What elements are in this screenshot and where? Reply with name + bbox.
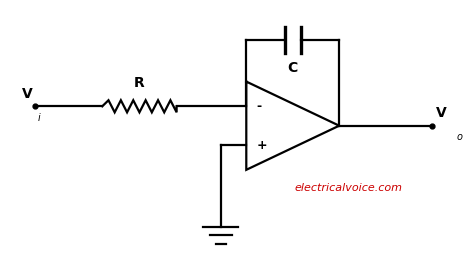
- Text: -: -: [256, 100, 262, 113]
- Text: electricalvoice.com: electricalvoice.com: [294, 183, 402, 193]
- Text: C: C: [288, 61, 298, 75]
- Text: V: V: [436, 106, 447, 120]
- Text: R: R: [134, 76, 145, 90]
- Text: +: +: [256, 139, 267, 151]
- Text: V: V: [22, 87, 33, 101]
- Text: i: i: [38, 113, 40, 123]
- Text: o: o: [457, 132, 463, 142]
